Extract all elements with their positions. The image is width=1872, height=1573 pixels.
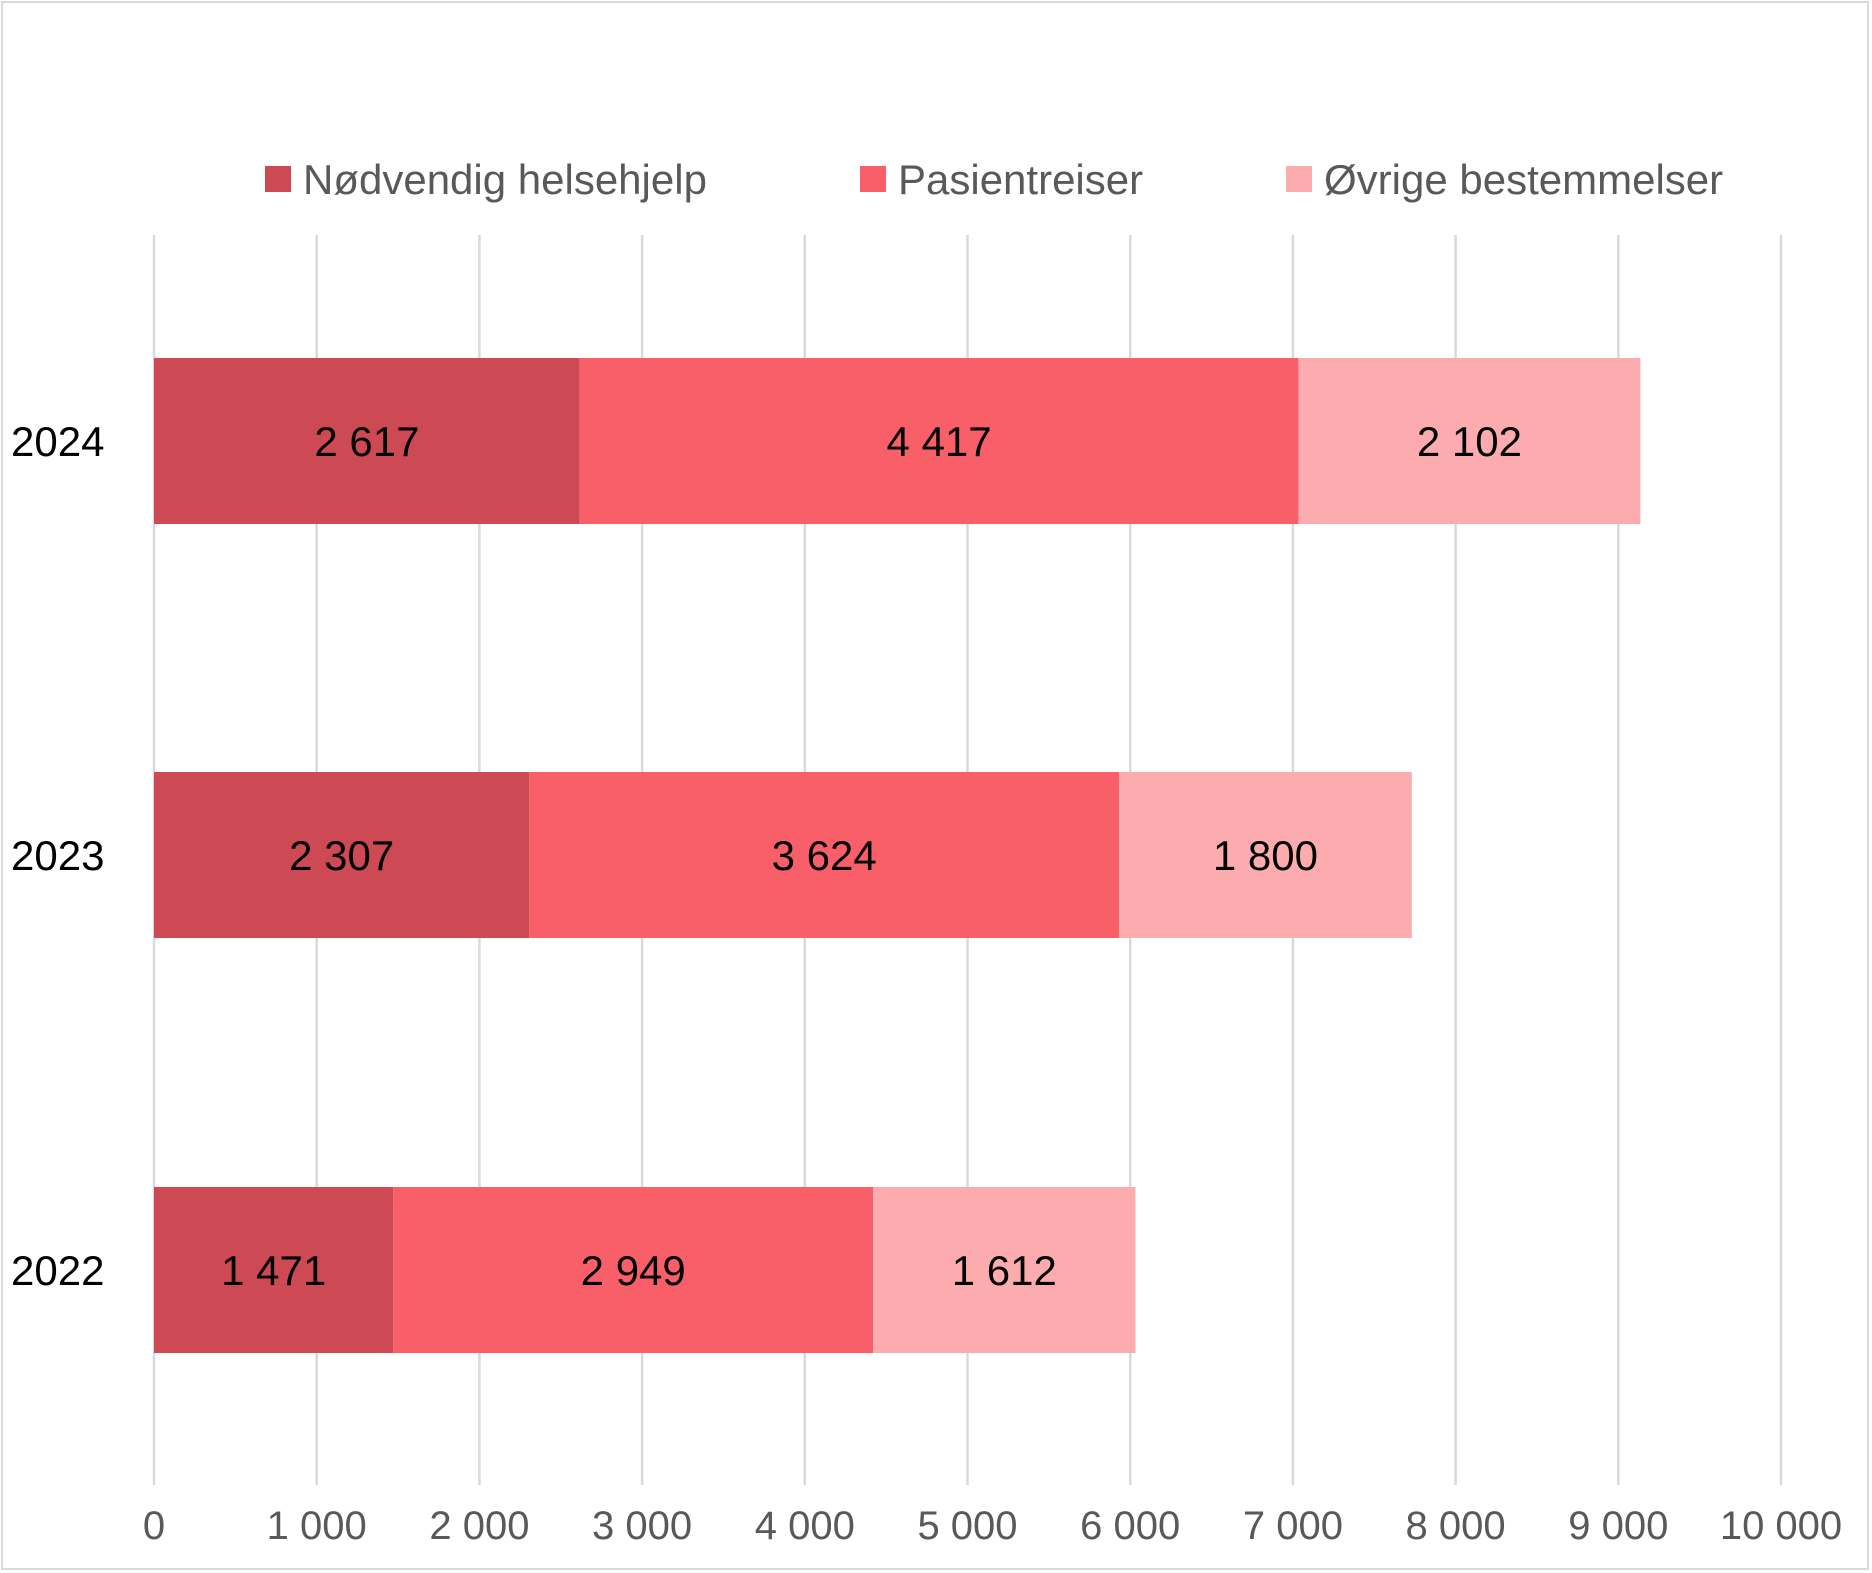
category-label: 2023	[11, 832, 104, 879]
stacked-bar-chart: Nødvendig helsehjelp Pasientreiser Øvrige …	[11, 156, 1842, 1548]
legend: Nødvendig helsehjelp Pasientreiser Øvrige …	[265, 156, 1723, 203]
data-label: 2 617	[314, 418, 419, 465]
x-tick-label: 8 000	[1406, 1504, 1506, 1548]
legend-label: Nødvendig helsehjelp	[303, 156, 707, 203]
bar-segment	[529, 772, 1119, 938]
category-label: 2024	[11, 418, 104, 465]
bar-segment	[1298, 358, 1641, 524]
data-labels: 2 617 4 417 2 102 2 307 3 624 1 800 1 471 2 949…	[221, 418, 1522, 1294]
category-labels: 2024 2023 2022	[11, 418, 104, 1294]
x-tick-label: 4 000	[755, 1504, 855, 1548]
category-label: 2022	[11, 1247, 104, 1294]
x-tick-label: 6 000	[1080, 1504, 1180, 1548]
bar-segment	[1118, 772, 1412, 938]
legend-label: Pasientreiser	[898, 156, 1143, 203]
x-tick-label: 10 000	[1720, 1504, 1842, 1548]
legend-swatch	[265, 166, 291, 192]
x-tick-label: 7 000	[1243, 1504, 1343, 1548]
data-label: 2 949	[581, 1247, 686, 1294]
legend-swatch	[860, 166, 886, 192]
data-label: 1 612	[952, 1247, 1057, 1294]
data-label: 3 624	[772, 832, 877, 879]
data-label: 4 417	[887, 418, 992, 465]
legend-label: Øvrige bestemmelser	[1324, 156, 1723, 203]
data-label: 2 102	[1417, 418, 1522, 465]
x-tick-label: 3 000	[592, 1504, 692, 1548]
x-axis-tick-labels: 0 1 000 2 000 3 000 4 000 5 000 6 000 7 000 8 00…	[143, 1504, 1842, 1548]
x-tick-label: 0	[143, 1504, 165, 1548]
data-label: 1 471	[221, 1247, 326, 1294]
x-tick-label: 1 000	[267, 1504, 367, 1548]
bar-segment	[873, 1187, 1136, 1353]
bar-segment	[154, 1187, 394, 1353]
bar-segment	[579, 358, 1299, 524]
data-label: 1 800	[1213, 832, 1318, 879]
bar-segment	[154, 358, 580, 524]
legend-swatch	[1286, 166, 1312, 192]
bar-segment	[393, 1187, 874, 1353]
x-tick-label: 5 000	[917, 1504, 1017, 1548]
bars	[154, 358, 1641, 1353]
data-label: 2 307	[289, 832, 394, 879]
x-tick-label: 9 000	[1568, 1504, 1668, 1548]
bar-segment	[154, 772, 530, 938]
x-tick-label: 2 000	[429, 1504, 529, 1548]
